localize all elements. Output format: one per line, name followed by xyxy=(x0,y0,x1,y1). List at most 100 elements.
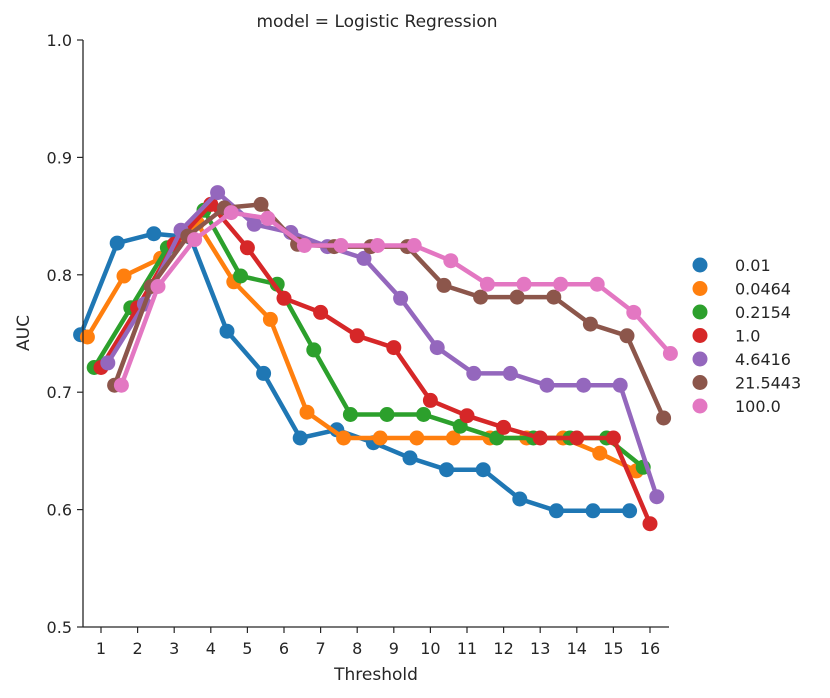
legend-label: 4.6416 xyxy=(735,350,791,369)
y-tick-label: 0.5 xyxy=(47,618,72,637)
data-point xyxy=(429,340,445,356)
data-point xyxy=(349,328,365,344)
series-line xyxy=(119,210,673,386)
data-point xyxy=(409,430,425,446)
data-point xyxy=(436,277,452,293)
data-point xyxy=(612,377,628,393)
data-point xyxy=(296,238,312,253)
data-point xyxy=(402,450,418,466)
legend-label: 0.2154 xyxy=(735,303,791,322)
y-tick-label: 0.8 xyxy=(47,266,72,285)
data-point xyxy=(466,365,482,381)
x-tick-label: 14 xyxy=(567,639,587,658)
data-point xyxy=(443,253,459,269)
legend-marker xyxy=(692,375,708,390)
series-100.0 xyxy=(113,205,678,393)
data-point xyxy=(187,232,203,248)
legend-marker xyxy=(692,281,708,296)
data-point xyxy=(439,462,455,478)
data-point xyxy=(100,355,116,371)
data-point xyxy=(146,226,162,242)
data-point xyxy=(656,410,672,426)
data-point xyxy=(496,419,512,435)
data-point xyxy=(210,185,226,201)
legend-marker xyxy=(692,304,708,320)
data-point xyxy=(619,328,635,344)
legend: 0.01 0.0464 0.2154 1.0 4.6416 21.5443 100.0 xyxy=(692,256,801,416)
data-point xyxy=(356,250,372,266)
data-point xyxy=(256,365,272,381)
data-point xyxy=(445,430,461,446)
data-point xyxy=(116,268,132,284)
data-point xyxy=(406,238,422,253)
x-tick-label: 8 xyxy=(352,639,362,658)
data-point xyxy=(516,276,532,292)
data-point xyxy=(262,311,278,327)
data-point xyxy=(233,268,249,284)
legend-label: 0.01 xyxy=(735,256,771,275)
data-point xyxy=(576,377,592,393)
y-tick-label: 0.7 xyxy=(47,383,72,402)
legend-marker xyxy=(692,398,708,414)
data-point xyxy=(379,407,395,422)
series-line xyxy=(99,202,653,525)
data-point xyxy=(150,279,166,294)
x-tick-label: 13 xyxy=(530,639,550,658)
data-point xyxy=(370,238,386,253)
data-point xyxy=(539,377,555,393)
data-point xyxy=(649,489,665,505)
data-point xyxy=(473,289,489,305)
x-tick-label: 9 xyxy=(389,639,399,658)
legend-label: 1.0 xyxy=(735,327,760,346)
x-tick-label: 5 xyxy=(242,639,252,658)
data-point xyxy=(546,289,562,305)
data-point xyxy=(662,346,678,361)
chart-title: model = Logistic Regression xyxy=(256,12,497,32)
data-point xyxy=(306,342,322,358)
data-point xyxy=(512,491,528,507)
y-tick-label: 1.0 xyxy=(47,31,72,50)
data-point xyxy=(592,445,608,461)
x-tick-label: 1 xyxy=(96,639,106,658)
plot-area xyxy=(73,185,678,532)
data-point xyxy=(622,503,638,519)
x-tick-label: 4 xyxy=(206,639,216,658)
legend-label: 100.0 xyxy=(735,397,781,416)
y-axis-label: AUC xyxy=(14,315,34,351)
data-point xyxy=(479,276,495,292)
data-point xyxy=(313,304,329,320)
data-point xyxy=(509,289,525,305)
data-point xyxy=(553,276,569,292)
legend-label: 21.5443 xyxy=(735,374,801,393)
data-point xyxy=(246,216,262,232)
data-point xyxy=(253,196,269,212)
data-point xyxy=(626,304,642,320)
data-point xyxy=(582,316,598,332)
data-point xyxy=(342,407,358,422)
data-point xyxy=(422,392,438,408)
x-tick-label: 7 xyxy=(316,639,326,658)
data-point xyxy=(416,407,432,422)
x-tick-label: 12 xyxy=(493,639,513,658)
data-point xyxy=(642,516,658,532)
data-point xyxy=(548,503,564,519)
series-line xyxy=(105,190,659,498)
y-ticks: 0.5 0.6 0.7 0.8 0.9 1.0 xyxy=(47,31,83,637)
data-point xyxy=(605,430,621,446)
legend-marker xyxy=(692,328,708,343)
data-point xyxy=(589,276,605,292)
series-line xyxy=(78,231,630,514)
legend-label: 0.0464 xyxy=(735,280,791,299)
data-point xyxy=(459,408,475,424)
data-point xyxy=(333,238,349,253)
data-point xyxy=(223,205,239,221)
data-point xyxy=(585,503,601,519)
data-point xyxy=(113,377,129,393)
data-point xyxy=(292,430,308,446)
data-point xyxy=(532,430,548,446)
x-axis-label: Threshold xyxy=(333,665,418,685)
data-point xyxy=(569,430,585,446)
legend-marker xyxy=(692,351,708,367)
x-tick-label: 15 xyxy=(603,639,623,658)
